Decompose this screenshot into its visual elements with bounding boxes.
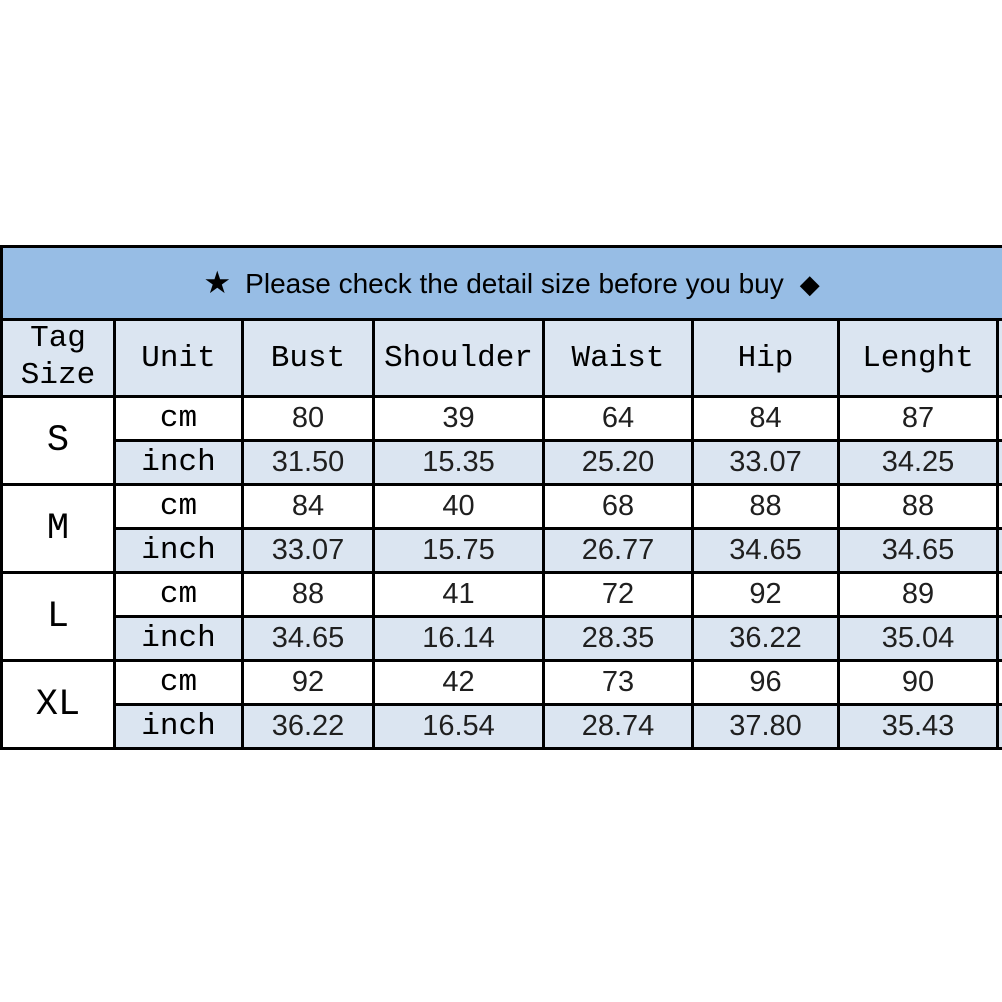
banner-row: ★ Please check the detail size before you… xyxy=(0,245,1002,321)
unit-cell: inch xyxy=(113,703,244,750)
row-l-cm: L cm 88 41 72 92 89 xyxy=(0,571,1002,662)
row-xl-inch: inch 36.22 16.54 28.74 37.80 35.43 xyxy=(2,703,1002,750)
value-cell: 34.65 xyxy=(241,615,375,662)
value-cell: 35.04 xyxy=(837,615,999,662)
tag-size-line1: Tag xyxy=(30,321,86,357)
value-cell: 34.25 xyxy=(837,439,999,486)
unit-cell: inch xyxy=(113,615,244,662)
stub-cell xyxy=(995,703,1002,750)
value-cell: 89 xyxy=(837,571,999,618)
size-table: ★ Please check the detail size before you… xyxy=(0,245,1002,750)
stub-cell xyxy=(995,483,1002,530)
value-cell: 15.75 xyxy=(372,527,545,574)
column-header-shoulder: Shoulder xyxy=(372,318,545,398)
stub-cell xyxy=(995,615,1002,662)
value-cell: 34.65 xyxy=(691,527,840,574)
stub-cell xyxy=(995,659,1002,706)
value-cell: 16.14 xyxy=(372,615,545,662)
value-cell: 84 xyxy=(691,395,840,442)
value-cell: 33.07 xyxy=(241,527,375,574)
value-cell: 68 xyxy=(542,483,694,530)
value-cell: 26.77 xyxy=(542,527,694,574)
size-cell-m: M xyxy=(0,483,116,574)
value-cell: 16.54 xyxy=(372,703,545,750)
value-cell: 36.22 xyxy=(691,615,840,662)
notice-banner: ★ Please check the detail size before you… xyxy=(0,245,1002,321)
star-icon: ★ xyxy=(203,265,232,300)
value-cell: 84 xyxy=(241,483,375,530)
value-cell: 34.65 xyxy=(837,527,999,574)
column-header-unit: Unit xyxy=(113,318,244,398)
column-header-tag-size: Tag Size xyxy=(0,318,116,398)
value-cell: 64 xyxy=(542,395,694,442)
value-cell: 28.74 xyxy=(542,703,694,750)
value-cell: 92 xyxy=(691,571,840,618)
tag-size-line2: Size xyxy=(20,358,96,393)
value-cell: 35.43 xyxy=(837,703,999,750)
value-cell: 73 xyxy=(542,659,694,706)
value-cell: 96 xyxy=(691,659,840,706)
row-s-inch: inch 31.50 15.35 25.20 33.07 34.25 xyxy=(2,439,1002,486)
value-cell: 88 xyxy=(691,483,840,530)
value-cell: 92 xyxy=(241,659,375,706)
unit-cell: cm xyxy=(113,395,244,442)
size-cell-s: S xyxy=(0,395,116,486)
column-header-bust: Bust xyxy=(241,318,375,398)
value-cell: 36.22 xyxy=(241,703,375,750)
unit-cell: inch xyxy=(113,439,244,486)
value-cell: 28.35 xyxy=(542,615,694,662)
stub-cell xyxy=(995,571,1002,618)
value-cell: 39 xyxy=(372,395,545,442)
column-header-hip: Hip xyxy=(691,318,840,398)
diamond-icon: ◆ xyxy=(799,269,820,299)
stub-cell xyxy=(995,527,1002,574)
column-header-length: Lenght xyxy=(837,318,999,398)
column-header-waist: Waist xyxy=(542,318,694,398)
header-row: Tag Size Unit Bust Shoulder Waist Hip Le… xyxy=(0,318,1002,398)
row-m-cm: M cm 84 40 68 88 88 xyxy=(0,483,1002,574)
notice-text: Please check the detail size before you … xyxy=(245,268,784,299)
header-stub-cell xyxy=(995,318,1002,398)
value-cell: 37.80 xyxy=(691,703,840,750)
value-cell: 72 xyxy=(542,571,694,618)
value-cell: 41 xyxy=(372,571,545,618)
row-l-inch: inch 34.65 16.14 28.35 36.22 35.04 xyxy=(2,615,1002,662)
value-cell: 15.35 xyxy=(372,439,545,486)
value-cell: 25.20 xyxy=(542,439,694,486)
row-xl-cm: XL cm 92 42 73 96 90 xyxy=(0,659,1002,750)
value-cell: 88 xyxy=(837,483,999,530)
size-cell-xl: XL xyxy=(0,659,116,750)
stub-cell xyxy=(995,439,1002,486)
unit-cell: cm xyxy=(113,659,244,706)
value-cell: 40 xyxy=(372,483,545,530)
value-cell: 31.50 xyxy=(241,439,375,486)
value-cell: 90 xyxy=(837,659,999,706)
row-m-inch: inch 33.07 15.75 26.77 34.65 34.65 xyxy=(2,527,1002,574)
unit-cell: inch xyxy=(113,527,244,574)
size-cell-l: L xyxy=(0,571,116,662)
value-cell: 42 xyxy=(372,659,545,706)
value-cell: 33.07 xyxy=(691,439,840,486)
stub-cell xyxy=(995,395,1002,442)
value-cell: 88 xyxy=(241,571,375,618)
value-cell: 80 xyxy=(241,395,375,442)
unit-cell: cm xyxy=(113,571,244,618)
unit-cell: cm xyxy=(113,483,244,530)
value-cell: 87 xyxy=(837,395,999,442)
row-s-cm: S cm 80 39 64 84 87 xyxy=(0,395,1002,486)
